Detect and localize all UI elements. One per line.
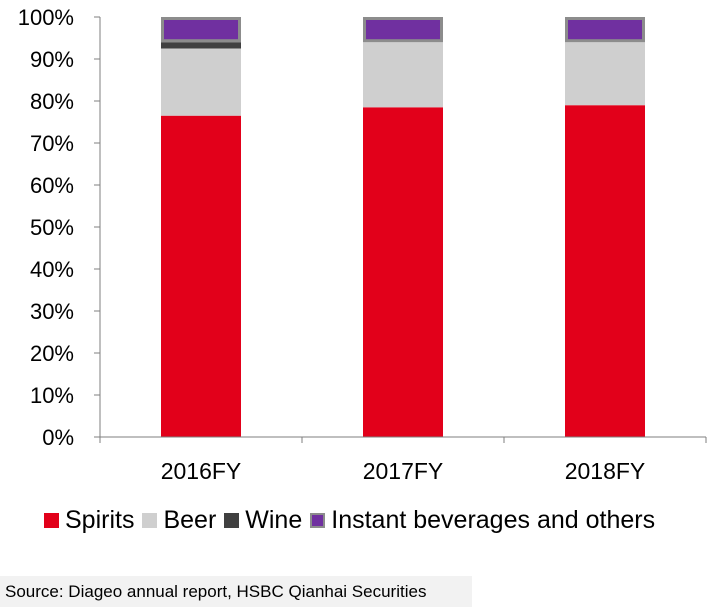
y-tick-label: 70% [30,131,74,156]
legend-label-wine: Wine [245,506,303,534]
bar-segment-wine-2016fy [161,42,241,49]
y-tick-label: 80% [30,89,74,114]
stacked-bar-chart: 0% 10% 20% 30% 40% 50% 60% 70% 80% 90% 100% 2016FY… [18,5,707,484]
x-tick-label: 2017FY [363,458,444,484]
legend: Spirits Beer Wine Instant beverages and … [44,506,663,535]
x-tick-label: 2018FY [565,458,646,484]
bar-segment-instant-2018fy [565,17,645,43]
legend-label-beer: Beer [163,506,217,534]
y-tick-label: 10% [30,383,74,408]
y-tick-label: 50% [30,215,74,240]
legend-label-instant: Instant beverages and others [331,506,656,534]
y-tick-label: 20% [30,341,74,366]
legend-item-spirits: Spirits [44,506,134,535]
bar-segment-instant-2017fy [363,17,443,43]
bar-segment-spirits-2018fy [565,105,645,437]
legend-swatch-instant [310,513,326,528]
bars [161,17,645,438]
bar-segment-spirits-2017fy [363,107,443,438]
legend-item-instant: Instant beverages and others [310,506,655,535]
bar-segment-beer-2018fy [565,42,645,106]
source-note: Source: Diageo annual report, HSBC Qianh… [0,576,472,607]
y-tick-label: 0% [42,425,74,450]
bar-segment-spirits-2016fy [161,115,241,437]
x-tick-label: 2016FY [161,458,242,484]
bar-segment-instant-2016fy [161,17,241,43]
legend-swatch-wine [224,513,240,528]
y-tick-label: 100% [18,5,74,30]
y-tick-label: 30% [30,299,74,324]
y-tick-label: 60% [30,173,74,198]
legend-item-wine: Wine [224,506,302,535]
bar-segment-beer-2016fy [161,48,241,116]
y-tick-label: 90% [30,47,74,72]
y-tick-label: 40% [30,257,74,282]
bar-segment-beer-2017fy [363,42,443,108]
y-axis: 0% 10% 20% 30% 40% 50% 60% 70% 80% 90% 100% [18,5,101,450]
legend-swatch-beer [142,513,158,528]
legend-label-spirits: Spirits [65,506,135,534]
legend-item-beer: Beer [142,506,216,535]
legend-swatch-spirits [44,513,59,528]
x-axis: 2016FY 2017FY 2018FY [99,436,707,484]
